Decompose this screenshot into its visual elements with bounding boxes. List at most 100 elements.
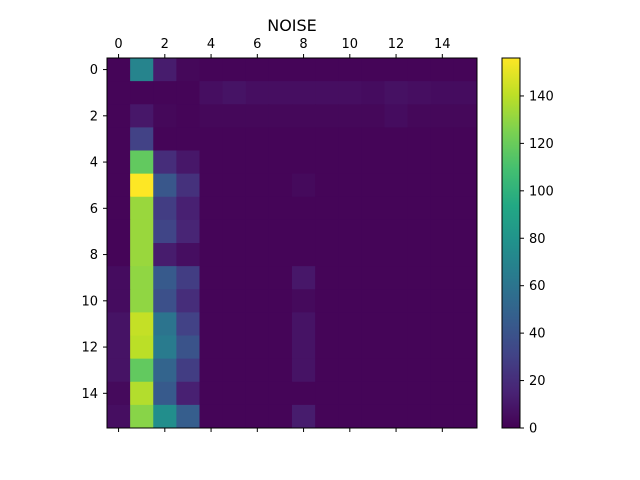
- heatmap-cell: [130, 127, 154, 151]
- heatmap-cell: [130, 358, 154, 383]
- heatmap-cell: [338, 196, 362, 221]
- heatmap-cell: [153, 266, 177, 290]
- heatmap-cell: [176, 312, 200, 336]
- heatmap-cell: [222, 381, 247, 406]
- heatmap-cell: [153, 289, 177, 313]
- heatmap-cell: [292, 127, 316, 151]
- heatmap-cell: [107, 127, 131, 151]
- heatmap-cell: [407, 289, 432, 313]
- heatmap-cell: [130, 266, 154, 290]
- heatmap-cell: [130, 150, 154, 175]
- colorbar-tick-label: 120: [529, 137, 554, 152]
- heatmap-cell: [199, 289, 224, 313]
- heatmap-cell: [292, 243, 316, 267]
- y-tick-label: 14: [81, 387, 98, 402]
- y-tick-label: 2: [90, 109, 98, 124]
- heatmap-cell: [430, 243, 455, 267]
- heatmap-cell: [430, 381, 455, 406]
- heatmap-cell: [222, 219, 247, 244]
- heatmap-cell: [199, 266, 224, 290]
- heatmap-cell: [176, 381, 200, 406]
- heatmap-cell: [315, 127, 339, 151]
- heatmap-cell: [338, 266, 362, 290]
- heatmap-cell: [430, 289, 455, 313]
- heatmap-cell: [338, 243, 362, 267]
- heatmap-cell: [153, 58, 177, 82]
- heatmap-cell: [153, 381, 177, 406]
- colorbar-tick-label: 60: [529, 279, 546, 294]
- heatmap-cell: [315, 150, 339, 175]
- heatmap-cell: [245, 196, 270, 221]
- heatmap-cell: [453, 81, 478, 105]
- heatmap-cell: [361, 196, 385, 221]
- heatmap-cell: [222, 127, 247, 151]
- heatmap-cell: [292, 335, 316, 360]
- heatmap-cell: [268, 196, 293, 221]
- heatmap-cell: [315, 196, 339, 221]
- heatmap-cell: [176, 219, 200, 244]
- heatmap-cell: [430, 173, 455, 198]
- heatmap-cell: [176, 173, 200, 198]
- heatmap-cell: [130, 404, 154, 429]
- heatmap-cell: [361, 81, 385, 105]
- x-tick-label: 12: [388, 37, 405, 52]
- heatmap-cell: [107, 266, 131, 290]
- heatmap-cell: [384, 104, 409, 128]
- heatmap-cell: [153, 358, 177, 383]
- x-tick-label: 14: [434, 37, 451, 52]
- heatmap-cell: [407, 81, 432, 105]
- plot-frame: [106, 57, 478, 429]
- y-tick-label: 6: [90, 202, 98, 217]
- heatmap-cell: [292, 196, 316, 221]
- heatmap-cell: [130, 81, 154, 105]
- heatmap-cell: [245, 312, 270, 336]
- heatmap-cell: [199, 196, 224, 221]
- heatmap-cell: [292, 150, 316, 175]
- heatmap-cell: [407, 150, 432, 175]
- heatmap-cell: [453, 127, 478, 151]
- heatmap-cell: [245, 358, 270, 383]
- heatmap-cell: [199, 219, 224, 244]
- heatmap-cell: [268, 381, 293, 406]
- heatmap-cell: [107, 404, 131, 429]
- x-tick-label: 6: [253, 37, 261, 52]
- heatmap-cell: [199, 127, 224, 151]
- heatmap-cell: [107, 289, 131, 313]
- y-tick-label: 12: [81, 341, 98, 356]
- heatmap-cell: [430, 312, 455, 336]
- heatmap-cell: [107, 358, 131, 383]
- heatmap-cell: [407, 104, 432, 128]
- heatmap-cell: [453, 358, 478, 383]
- heatmap-cell: [315, 266, 339, 290]
- heatmap-cell: [199, 104, 224, 128]
- heatmap-cell: [268, 58, 293, 82]
- heatmap-cell: [453, 404, 478, 429]
- heatmap-cell: [199, 358, 224, 383]
- heatmap-cell: [361, 127, 385, 151]
- heatmap-cell: [384, 312, 409, 336]
- heatmap-cell: [384, 81, 409, 105]
- heatmap-cell: [292, 219, 316, 244]
- heatmap-cell: [453, 150, 478, 175]
- heatmap-cell: [315, 312, 339, 336]
- heatmap-cell: [407, 196, 432, 221]
- heatmap-cell: [107, 219, 131, 244]
- heatmap-cell: [176, 404, 200, 429]
- heatmap-cell: [176, 358, 200, 383]
- heatmap-cell: [430, 196, 455, 221]
- heatmap-cell: [222, 196, 247, 221]
- colorbar-tick-label: 100: [529, 184, 554, 199]
- heatmap-cell: [338, 81, 362, 105]
- x-tick-label: 2: [161, 37, 169, 52]
- heatmap-cell: [315, 335, 339, 360]
- heatmap-cell: [453, 173, 478, 198]
- heatmap-cell: [245, 58, 270, 82]
- colorbar-tick-label: 140: [529, 89, 554, 104]
- heatmap-cell: [176, 127, 200, 151]
- heatmap-cell: [153, 196, 177, 221]
- heatmap-cell: [384, 127, 409, 151]
- heatmap-cell: [407, 381, 432, 406]
- heatmap-cell: [130, 335, 154, 360]
- heatmap-cell: [107, 335, 131, 360]
